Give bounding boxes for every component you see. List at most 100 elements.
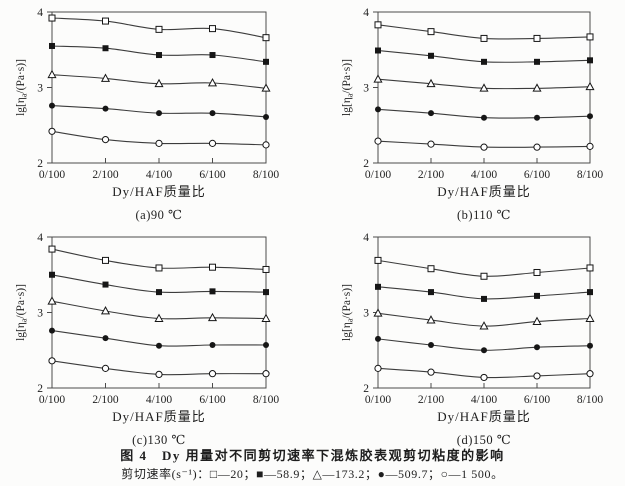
- data-point-open-circle: [374, 137, 382, 145]
- subplot-b: 2 3 4 0/100 2/100 4/100 6/100 8/100 Dy/HAF质量比 lg[…: [312, 0, 625, 225]
- data-point-filled-circle: [375, 106, 381, 113]
- x-tick-label: 0/100: [39, 394, 65, 406]
- y-axis-label: lg[ηa/(Pa·s)]: [341, 59, 355, 116]
- data-point-open-square: [480, 272, 488, 280]
- data-point-filled-square: [156, 52, 162, 59]
- data-point-open-circle: [155, 370, 163, 379]
- data-point-filled-square: [587, 289, 593, 296]
- figure-caption-block: 图 4 Dy 用量对不同剪切速率下混炼胶表观剪切粘度的影响 剪切速率(s⁻¹)：…: [0, 447, 625, 482]
- subplot-c-chart: 2 3 4 0/100 2/100 4/100 6/100 8/100 Dy/HAF质量比 lg[…: [15, 232, 279, 447]
- data-point-filled-square: [263, 289, 269, 296]
- data-point-open-circle: [480, 143, 488, 151]
- data-point-filled-circle: [263, 341, 269, 348]
- x-tick-label: 4/100: [471, 169, 497, 181]
- data-point-open-triangle: [207, 312, 218, 322]
- subplot-a: 2 3 4 0/100 2/100 4/100 6/100 8/100 Dy/HAF质量比 lg[…: [0, 0, 312, 225]
- x-tick-label: 4/100: [471, 394, 497, 406]
- data-point-open-triangle: [154, 78, 164, 88]
- data-point-open-square: [374, 256, 382, 264]
- data-point-filled-square: [209, 288, 216, 295]
- data-point-filled-circle: [49, 327, 55, 334]
- data-point-open-triangle: [47, 69, 57, 79]
- data-point-open-triangle: [154, 313, 164, 322]
- data-point-open-triangle: [47, 296, 57, 305]
- y-tick-label: 4: [37, 232, 43, 244]
- data-point-open-circle: [155, 139, 163, 147]
- data-point-filled-circle: [428, 110, 434, 117]
- data-point-open-square: [586, 264, 594, 272]
- data-point-open-circle: [262, 370, 270, 378]
- x-tick-label: 0/100: [365, 394, 391, 406]
- data-point-filled-square: [49, 42, 55, 49]
- data-point-open-square: [262, 265, 270, 273]
- y-tick-label: 3: [37, 308, 43, 320]
- data-point-open-square: [586, 33, 594, 41]
- data-point-filled-square: [428, 289, 434, 296]
- y-tick-label: 4: [37, 7, 43, 19]
- subplot-grid: 2 3 4 0/100 2/100 4/100 6/100 8/100 Dy/HAF质量比 lg[…: [0, 0, 625, 447]
- y-tick-label: 3: [363, 83, 369, 95]
- data-point-open-circle: [208, 370, 217, 378]
- x-tick-label: 0/100: [365, 169, 391, 181]
- data-point-open-triangle: [532, 316, 542, 325]
- data-point-open-circle: [208, 139, 217, 147]
- data-point-filled-circle: [587, 113, 593, 120]
- data-point-open-circle: [48, 357, 56, 365]
- subplot-caption: (b)110 ℃: [457, 208, 511, 222]
- x-tick-label: 8/100: [253, 169, 279, 181]
- data-point-filled-square: [534, 292, 540, 299]
- figure-legend-line: 剪切速率(s⁻¹)：□—20；■—58.9；△—173.2；●—509.7；○—…: [121, 467, 504, 481]
- y-tick-label: 2: [363, 383, 369, 395]
- x-tick-label: 0/100: [39, 169, 65, 181]
- x-tick-label: 6/100: [199, 169, 225, 181]
- data-point-filled-circle: [156, 342, 162, 349]
- data-point-filled-square: [375, 283, 381, 290]
- subplot-b-chart: 2 3 4 0/100 2/100 4/100 6/100 8/100 Dy/HAF质量比 lg[…: [341, 7, 603, 222]
- data-point-filled-circle: [209, 341, 216, 348]
- data-point-open-circle: [533, 372, 541, 380]
- data-point-filled-circle: [428, 341, 434, 348]
- data-point-filled-square: [587, 57, 593, 64]
- subplot-d: 2 3 4 0/100 2/100 4/100 6/100 8/100 Dy/HAF质量比 lg[…: [312, 225, 625, 447]
- x-axis-label: Dy/HAF质量比: [112, 409, 206, 424]
- x-tick-label: 2/100: [92, 394, 118, 406]
- data-point-filled-circle: [481, 347, 487, 354]
- plot-frame: [377, 236, 591, 389]
- data-point-open-triangle: [100, 73, 111, 82]
- subplot-d-chart: 2 3 4 0/100 2/100 4/100 6/100 8/100 Dy/HAF质量比 lg[…: [341, 232, 603, 447]
- data-point-filled-square: [209, 52, 216, 59]
- data-point-filled-circle: [263, 113, 269, 120]
- data-point-open-square: [480, 34, 488, 42]
- data-point-filled-square: [263, 58, 269, 65]
- data-point-filled-square: [428, 52, 434, 59]
- x-tick-label: 4/100: [146, 169, 172, 181]
- data-point-open-triangle: [261, 313, 271, 322]
- data-point-filled-circle: [49, 102, 55, 109]
- figure-title: 图 4 Dy 用量对不同剪切速率下混炼胶表观剪切粘度的影响: [120, 448, 505, 463]
- data-point-open-square: [155, 264, 163, 272]
- data-point-filled-circle: [156, 110, 162, 117]
- data-point-open-square: [374, 21, 382, 29]
- x-tick-label: 6/100: [524, 394, 550, 406]
- data-point-open-triangle: [585, 313, 595, 322]
- data-point-open-square: [102, 256, 109, 264]
- data-point-filled-square: [102, 45, 109, 52]
- subplot-caption: (c)130 ℃: [132, 433, 186, 447]
- subplot-caption: (a)90 ℃: [136, 208, 183, 222]
- data-point-filled-square: [156, 289, 162, 296]
- data-point-open-square: [533, 268, 541, 276]
- y-tick-label: 2: [37, 158, 43, 170]
- x-tick-label: 4/100: [146, 394, 172, 406]
- data-point-open-triangle: [373, 308, 383, 317]
- data-point-filled-square: [102, 281, 109, 288]
- y-tick-label: 3: [363, 308, 369, 320]
- data-point-open-square: [209, 25, 216, 33]
- x-tick-label: 8/100: [577, 169, 603, 181]
- data-point-filled-circle: [209, 110, 216, 117]
- x-axis-label: Dy/HAF质量比: [437, 184, 531, 199]
- data-point-filled-square: [481, 58, 487, 65]
- data-point-open-triangle: [261, 83, 271, 92]
- data-point-open-triangle: [100, 306, 111, 315]
- data-point-open-square: [209, 263, 216, 271]
